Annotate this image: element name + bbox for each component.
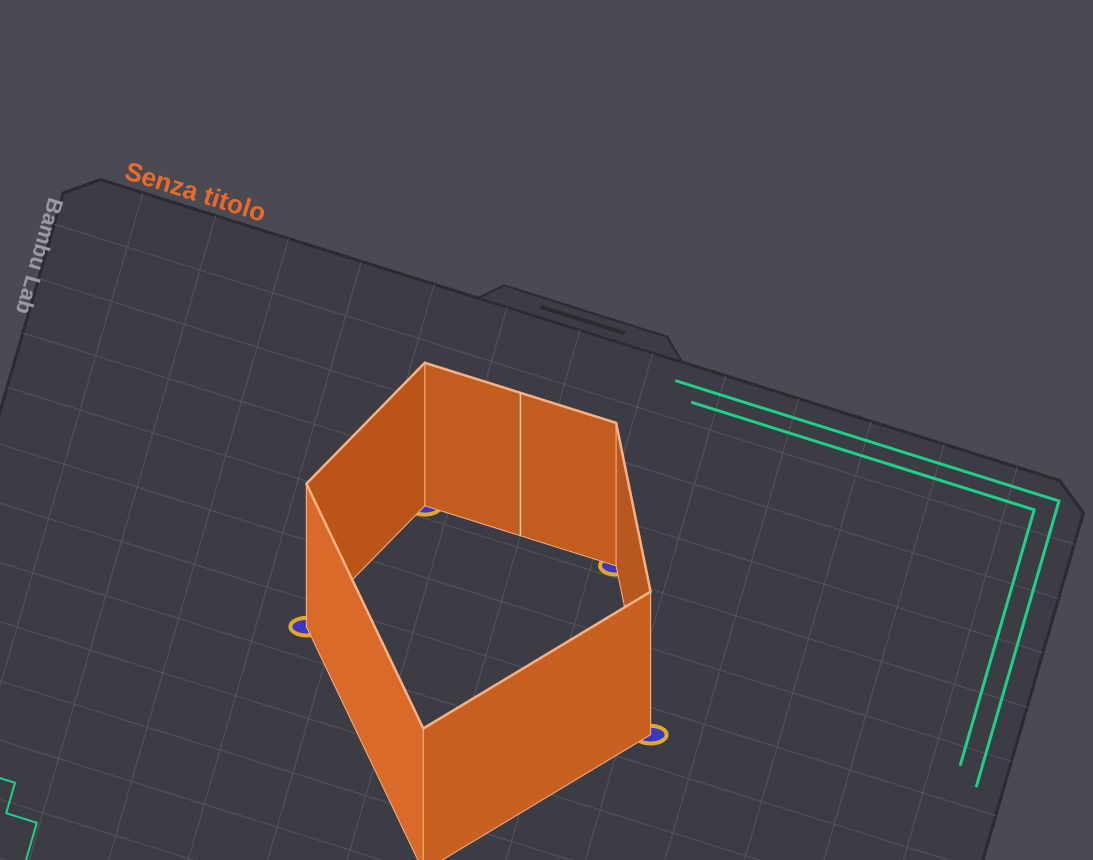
slicer-3d-viewport[interactable]: Senza titoloBambu Lab [0, 0, 1093, 860]
scene-canvas[interactable]: Senza titoloBambu Lab [0, 0, 1093, 860]
